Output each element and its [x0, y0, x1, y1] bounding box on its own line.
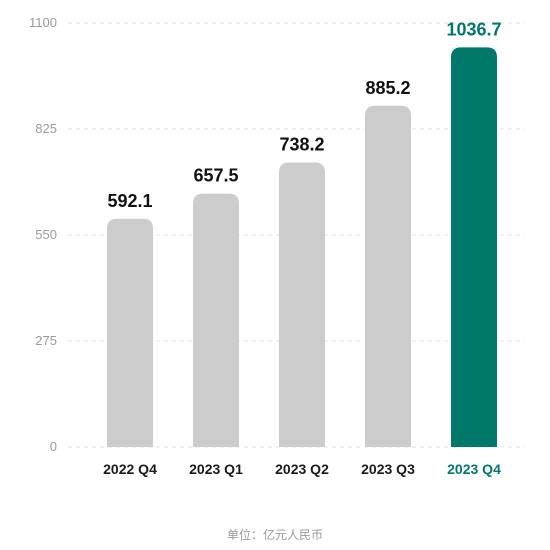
bars	[107, 47, 497, 448]
category-label: 2023 Q4	[447, 461, 501, 477]
value-label: 1036.7	[446, 19, 501, 39]
value-label: 885.2	[365, 78, 410, 98]
y-tick-label: 275	[35, 333, 57, 348]
x-axis-labels: 2022 Q4 2023 Q1 2023 Q2 2023 Q3 2023 Q4	[103, 461, 501, 477]
category-label: 2023 Q3	[361, 461, 415, 477]
y-tick-label: 825	[35, 121, 57, 136]
y-tick-label: 0	[50, 439, 57, 454]
value-label: 738.2	[279, 134, 324, 154]
value-labels: 592.1 657.5 738.2 885.2 1036.7	[107, 19, 501, 210]
y-tick-label: 550	[35, 227, 57, 242]
unit-note: 单位：亿元人民币	[226, 528, 323, 542]
bar-2023-q3	[365, 105, 411, 447]
value-label: 592.1	[107, 191, 152, 211]
y-tick-label: 1100	[29, 15, 57, 30]
category-label: 2023 Q1	[189, 461, 243, 477]
bar-2023-q2	[279, 162, 325, 447]
category-label: 2022 Q4	[103, 461, 157, 477]
bar-2022-q4	[107, 218, 153, 447]
bar-2023-q4	[451, 47, 497, 448]
bar-chart: 0 275 550 825 1100 592.1 657.5 738.2 885.2 1036.…	[29, 15, 525, 477]
bar-2023-q1	[193, 193, 239, 447]
y-axis-ticks: 0 275 550 825 1100	[29, 15, 57, 454]
category-label: 2023 Q2	[275, 461, 329, 477]
value-label: 657.5	[193, 166, 238, 186]
